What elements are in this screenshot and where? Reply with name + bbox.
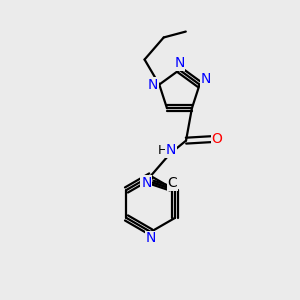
Text: N: N (141, 176, 152, 190)
Text: N: N (174, 56, 184, 70)
Text: C: C (168, 176, 177, 190)
Text: N: N (148, 78, 158, 92)
Text: N: N (166, 143, 176, 158)
Text: H: H (158, 144, 167, 157)
Text: O: O (212, 132, 222, 146)
Text: N: N (201, 72, 211, 86)
Text: N: N (146, 231, 156, 245)
